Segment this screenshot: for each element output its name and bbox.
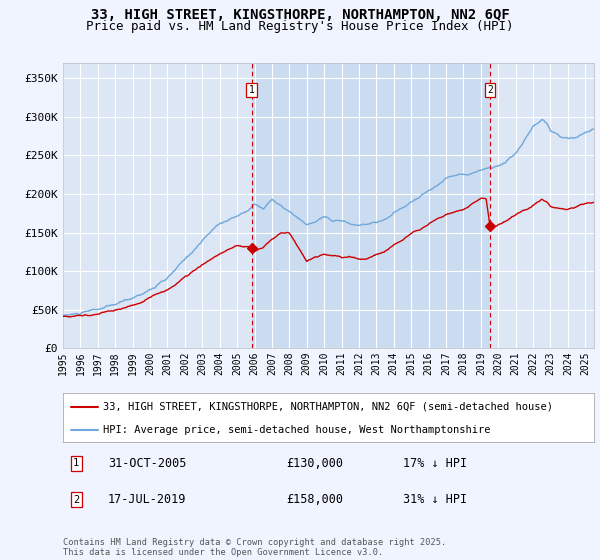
Text: 31-OCT-2005: 31-OCT-2005 (108, 457, 187, 470)
Bar (251, 63, 490, 348)
Text: 2: 2 (487, 85, 493, 95)
Text: Contains HM Land Registry data © Crown copyright and database right 2025.
This d: Contains HM Land Registry data © Crown c… (63, 538, 446, 557)
Text: HPI: Average price, semi-detached house, West Northamptonshire: HPI: Average price, semi-detached house,… (103, 424, 490, 435)
Text: 33, HIGH STREET, KINGSTHORPE, NORTHAMPTON, NN2 6QF (semi-detached house): 33, HIGH STREET, KINGSTHORPE, NORTHAMPTO… (103, 402, 553, 412)
Text: £158,000: £158,000 (286, 493, 343, 506)
Text: 17% ↓ HPI: 17% ↓ HPI (403, 457, 467, 470)
Text: Price paid vs. HM Land Registry's House Price Index (HPI): Price paid vs. HM Land Registry's House … (86, 20, 514, 32)
Text: 33, HIGH STREET, KINGSTHORPE, NORTHAMPTON, NN2 6QF: 33, HIGH STREET, KINGSTHORPE, NORTHAMPTO… (91, 8, 509, 22)
Text: £130,000: £130,000 (286, 457, 343, 470)
Text: 31% ↓ HPI: 31% ↓ HPI (403, 493, 467, 506)
Text: 1: 1 (248, 85, 254, 95)
Text: 17-JUL-2019: 17-JUL-2019 (108, 493, 187, 506)
Text: 1: 1 (73, 459, 79, 469)
Text: 2: 2 (73, 494, 79, 505)
